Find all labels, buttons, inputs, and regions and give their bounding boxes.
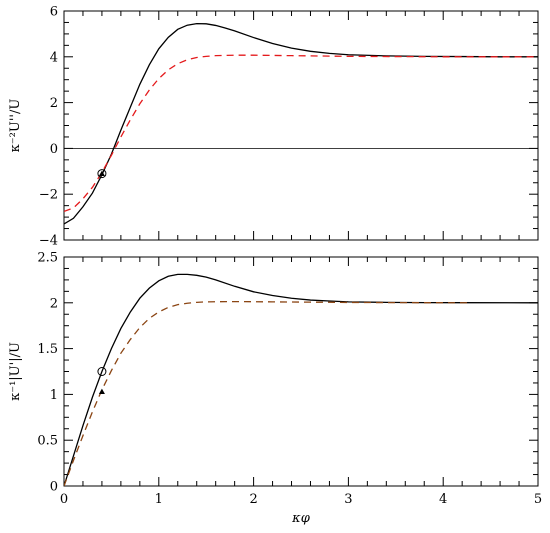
dashed-series-line <box>64 300 472 486</box>
y-axis-label: κ⁻¹|U'|/U <box>8 342 23 401</box>
filled-triangle-marker <box>98 388 105 395</box>
filled-triangle-marker <box>98 170 105 176</box>
y-tick-label: −4 <box>39 234 58 249</box>
y-tick-label: 0 <box>50 480 58 495</box>
y-tick-label: 2 <box>50 296 58 311</box>
y-tick-label: 1 <box>50 388 58 403</box>
y-tick-label: 1.5 <box>37 342 58 357</box>
x-tick-label: 0 <box>60 492 68 507</box>
y-tick-label: 6 <box>50 5 58 20</box>
x-tick-label: 1 <box>155 492 163 507</box>
y-tick-label: 2.5 <box>37 251 58 266</box>
top-panel: −4 −2 0 2 4 6 κ⁻²U''/U <box>8 5 539 249</box>
x-axis-label: κφ <box>291 511 311 526</box>
y-tick-label: 2 <box>50 96 58 111</box>
plot-frame <box>63 10 539 241</box>
y-tick-label: −2 <box>39 188 58 203</box>
y-tick-label: 0.5 <box>37 434 58 449</box>
y-axis-label: κ⁻²U''/U <box>8 99 23 153</box>
solid-series-line <box>64 273 538 486</box>
x-tick-label: 3 <box>344 492 352 507</box>
solid-series-line <box>64 22 538 225</box>
dashed-series-line <box>64 54 538 212</box>
open-circle-marker <box>97 169 107 179</box>
x-tick-label: 5 <box>534 492 542 507</box>
x-tick-label: 4 <box>439 492 447 507</box>
open-circle-marker <box>97 367 107 376</box>
y-tick-label: 0 <box>50 142 58 157</box>
y-tick-label: 4 <box>50 50 58 65</box>
bottom-panel: 0 1 2 3 4 5 0 0.5 1 1.5 2 2.5 κ⁻¹|U'|/U κφ <box>8 251 542 527</box>
x-tick-label: 2 <box>249 492 257 507</box>
plot-frame <box>63 256 539 487</box>
